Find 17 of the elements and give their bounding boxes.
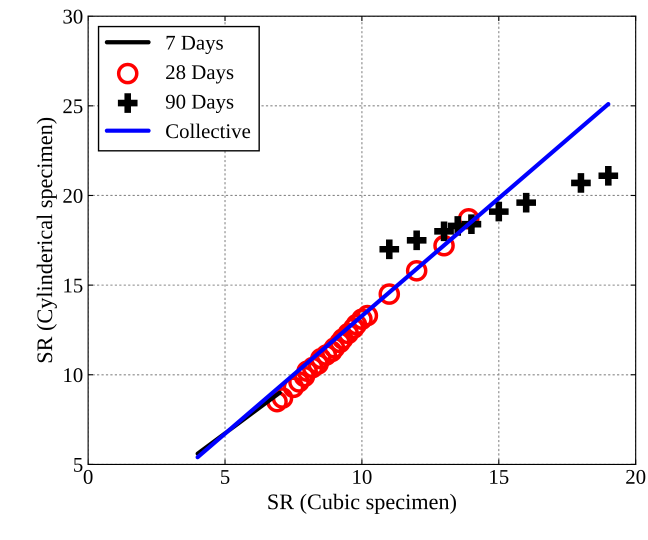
y-tick-label: 30 bbox=[63, 10, 82, 24]
x-tick-label: 5 bbox=[221, 470, 230, 484]
legend-label: Collective bbox=[166, 124, 250, 138]
x-tick-label: 15 bbox=[490, 470, 508, 484]
x-tick-label: 0 bbox=[84, 470, 93, 484]
x-tick-label: 10 bbox=[353, 470, 372, 484]
legend-label: 7 Days bbox=[166, 36, 223, 54]
y-tick-label: 25 bbox=[63, 99, 82, 114]
y-tick-label: 10 bbox=[64, 368, 82, 382]
y-tick-label: 20 bbox=[63, 188, 82, 203]
x-tick-label: 20 bbox=[626, 470, 646, 484]
y-axis-title: SR (Cylinderical specimen) bbox=[36, 118, 57, 362]
y-tick-label: 15 bbox=[64, 278, 82, 293]
x-axis-title: SR (Cubic specimen) bbox=[268, 494, 456, 514]
legend-label: 90 Days bbox=[166, 94, 234, 114]
legend-label: 28 Days bbox=[166, 65, 234, 84]
y-tick-label: 5 bbox=[74, 458, 82, 472]
